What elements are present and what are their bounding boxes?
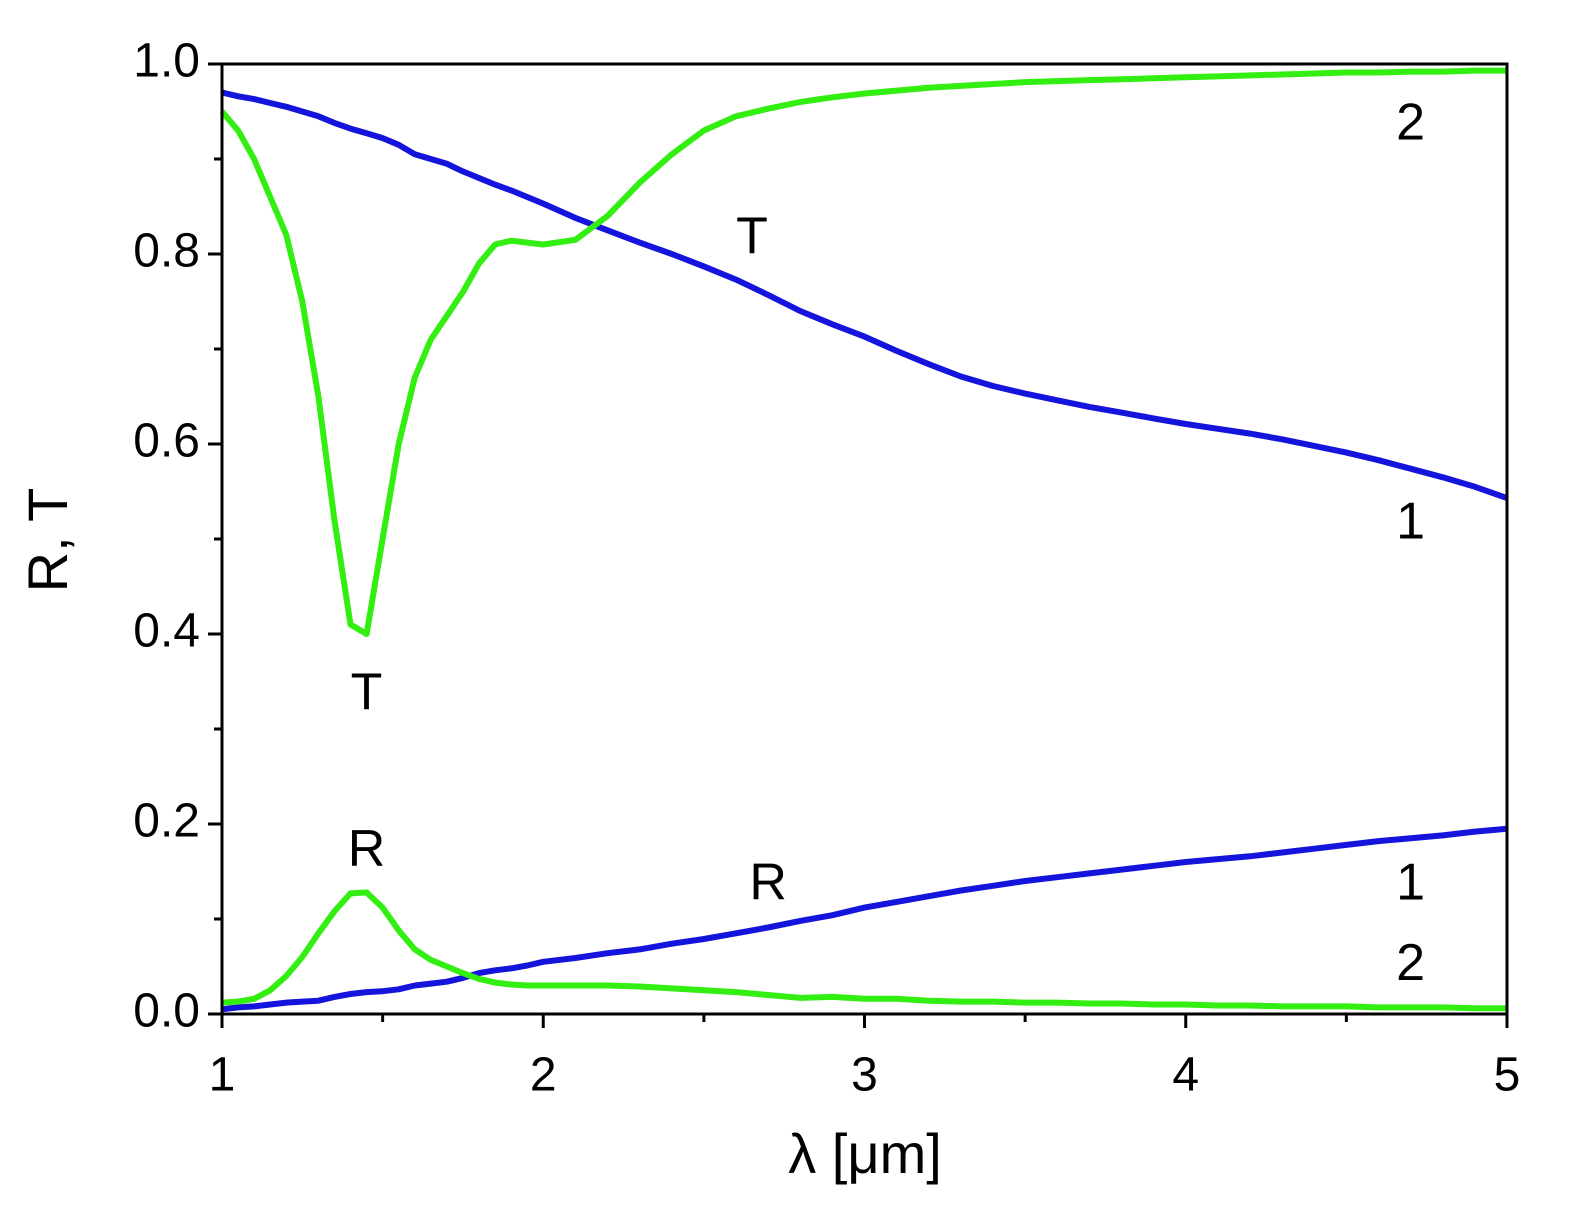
annotation: 1 [1396, 492, 1425, 550]
y-tick-label: 0.8 [133, 225, 200, 278]
annotation: T [736, 207, 768, 265]
x-tick-label: 5 [1494, 1049, 1521, 1102]
annotation: 2 [1396, 934, 1425, 992]
x-tick-label: 4 [1172, 1049, 1199, 1102]
x-tick-label: 1 [209, 1049, 236, 1102]
data-line [221, 889, 1507, 1012]
data-line [221, 89, 1508, 501]
x-tick-label: 2 [530, 1049, 557, 1102]
y-tick-label: 0.6 [133, 415, 200, 468]
y-tick-label: 0.4 [133, 605, 200, 658]
y-tick-label: 0.0 [133, 985, 200, 1038]
annotation: T [351, 663, 383, 721]
data-line [219, 67, 1507, 637]
annotation: 2 [1396, 93, 1425, 151]
y-tick-label: 1.0 [133, 35, 200, 88]
x-axis-label: λ [μm] [788, 1122, 942, 1185]
y-tick-label: 0.2 [133, 795, 200, 848]
plot-frame [220, 62, 1509, 1016]
annotation: R [348, 820, 386, 878]
y-axis-label: R, T [16, 488, 79, 593]
x-tick-label: 3 [851, 1049, 878, 1102]
annotation: 1 [1396, 853, 1425, 911]
annotation: R [749, 853, 787, 911]
data-line [221, 825, 1508, 1013]
